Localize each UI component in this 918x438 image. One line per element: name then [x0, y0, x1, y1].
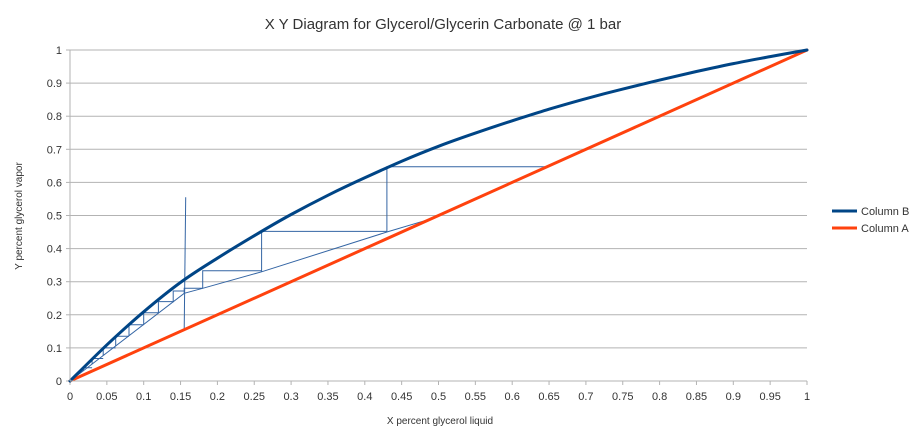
x-tick-label: 0.95 — [759, 391, 780, 403]
x-tick-label: 0.7 — [578, 391, 593, 403]
feed-line — [183, 197, 187, 330]
series-line-column-b — [68, 48, 809, 383]
x-tick-label: 0.1 — [136, 391, 151, 403]
x-tick-label: 0.5 — [431, 391, 446, 403]
x-tick-label: 0.05 — [96, 391, 117, 403]
x-tick-label: 0.25 — [244, 391, 265, 403]
x-tick-label: 0.4 — [357, 391, 372, 403]
stage-step — [172, 290, 185, 303]
x-axis-label: X percent glycerol liquid — [387, 416, 493, 427]
x-tick-label: 1 — [804, 391, 810, 403]
y-tick-label: 0.7 — [47, 144, 62, 156]
y-axis-label: Y percent glycerol vapor — [14, 162, 25, 270]
x-tick-label: 0.6 — [505, 391, 520, 403]
stage-step — [202, 270, 262, 289]
x-tick-label: 0.2 — [210, 391, 225, 403]
operating-line — [69, 218, 432, 382]
y-tick-label: 0.1 — [47, 343, 62, 355]
stage-step — [183, 287, 203, 294]
y-tick-label: 0.2 — [47, 310, 62, 322]
x-tick-label: 0.15 — [170, 391, 191, 403]
x-tick-label: 0 — [67, 391, 73, 403]
y-axis-ticks: 0 0.1 0.2 0.3 0.4 0.5 0.6 0.7 0.8 0.9 1 — [47, 45, 70, 388]
legend-label: Column A — [861, 223, 909, 235]
y-tick-label: 0.5 — [47, 211, 62, 223]
y-tick-label: 0.6 — [47, 177, 62, 189]
y-tick-label: 0 — [56, 376, 62, 388]
x-tick-label: 0.8 — [652, 391, 667, 403]
x-tick-label: 0.65 — [538, 391, 559, 403]
grid-lines — [70, 49, 807, 349]
x-tick-label: 0.85 — [686, 391, 707, 403]
stage-step — [157, 301, 174, 314]
x-tick-label: 0.55 — [465, 391, 486, 403]
chart-title: X Y Diagram for Glycerol/Glycerin Carbon… — [265, 16, 621, 33]
legend-label: Column B — [861, 206, 909, 218]
x-tick-label: 0.9 — [726, 391, 741, 403]
y-tick-label: 0.4 — [47, 244, 62, 256]
y-tick-label: 0.9 — [47, 78, 62, 90]
x-axis-ticks: 0 0.05 0.1 0.15 0.2 0.25 0.3 0.35 0.4 0.45 0.5 0.55… — [67, 381, 810, 403]
x-tick-label: 0.75 — [612, 391, 633, 403]
y-tick-label: 1 — [56, 45, 62, 57]
series-line-column-a — [68, 48, 809, 383]
series-lines — [68, 48, 809, 383]
y-tick-label: 0.8 — [47, 111, 62, 123]
x-tick-label: 0.45 — [391, 391, 412, 403]
legend: Column B Column A — [832, 206, 909, 235]
x-tick-label: 0.3 — [283, 391, 298, 403]
y-tick-label: 0.3 — [47, 277, 62, 289]
x-tick-label: 0.35 — [317, 391, 338, 403]
